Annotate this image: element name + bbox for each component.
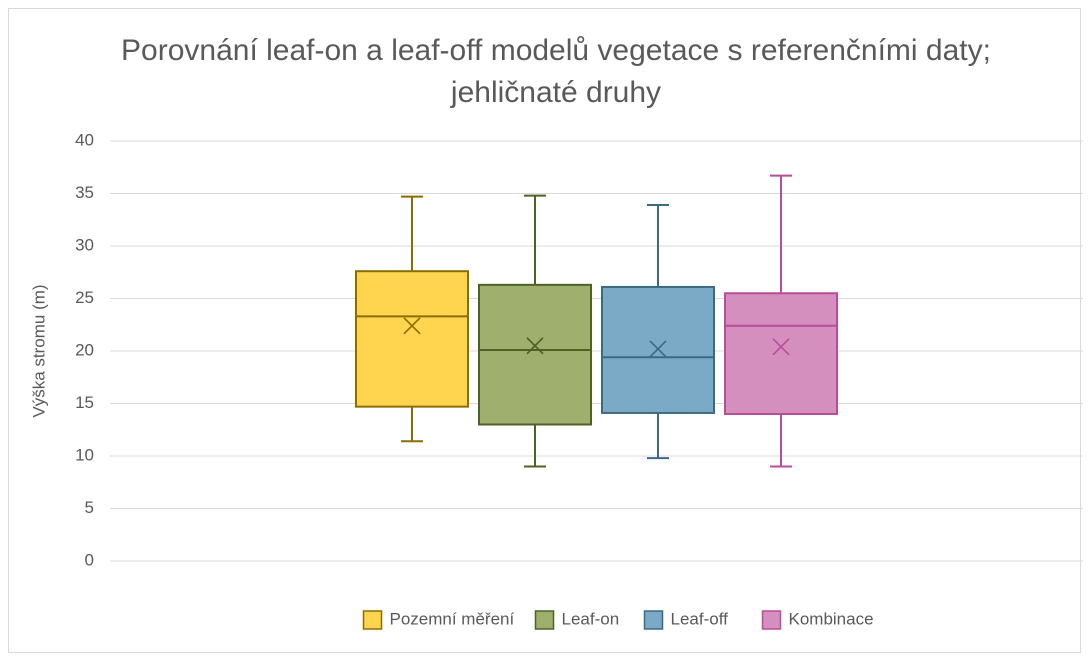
box — [478, 283, 592, 426]
mean-marker — [403, 317, 421, 335]
y-tick-label: 30 — [75, 235, 94, 254]
legend-label: Leaf-off — [671, 609, 729, 628]
y-axis-label: Výška stromu (m) — [29, 284, 48, 417]
y-tick-label: 5 — [85, 498, 94, 517]
legend-label: Leaf-on — [562, 609, 620, 628]
box — [724, 292, 838, 415]
y-tick-label: 15 — [75, 393, 94, 412]
legend-swatch — [534, 610, 555, 630]
y-tick-label: 40 — [75, 130, 94, 149]
y-tick-label: 35 — [75, 183, 94, 202]
legend-label: Kombinace — [789, 609, 874, 628]
box — [355, 270, 469, 408]
mean-marker — [526, 337, 544, 355]
y-tick-label: 25 — [75, 288, 94, 307]
legend-label: Pozemní měření — [390, 609, 515, 628]
legend-swatch — [761, 610, 782, 630]
mean-marker — [649, 340, 667, 358]
y-tick-label: 20 — [75, 340, 94, 359]
chart-title: Porovnání leaf-on a leaf-off modelů vege… — [121, 34, 991, 109]
y-tick-label: 10 — [75, 445, 94, 464]
y-tick-label: 0 — [85, 550, 94, 569]
legend-swatch — [362, 610, 383, 630]
mean-marker — [772, 338, 790, 356]
chart-border — [8, 8, 1081, 653]
legend-swatch — [643, 610, 664, 630]
